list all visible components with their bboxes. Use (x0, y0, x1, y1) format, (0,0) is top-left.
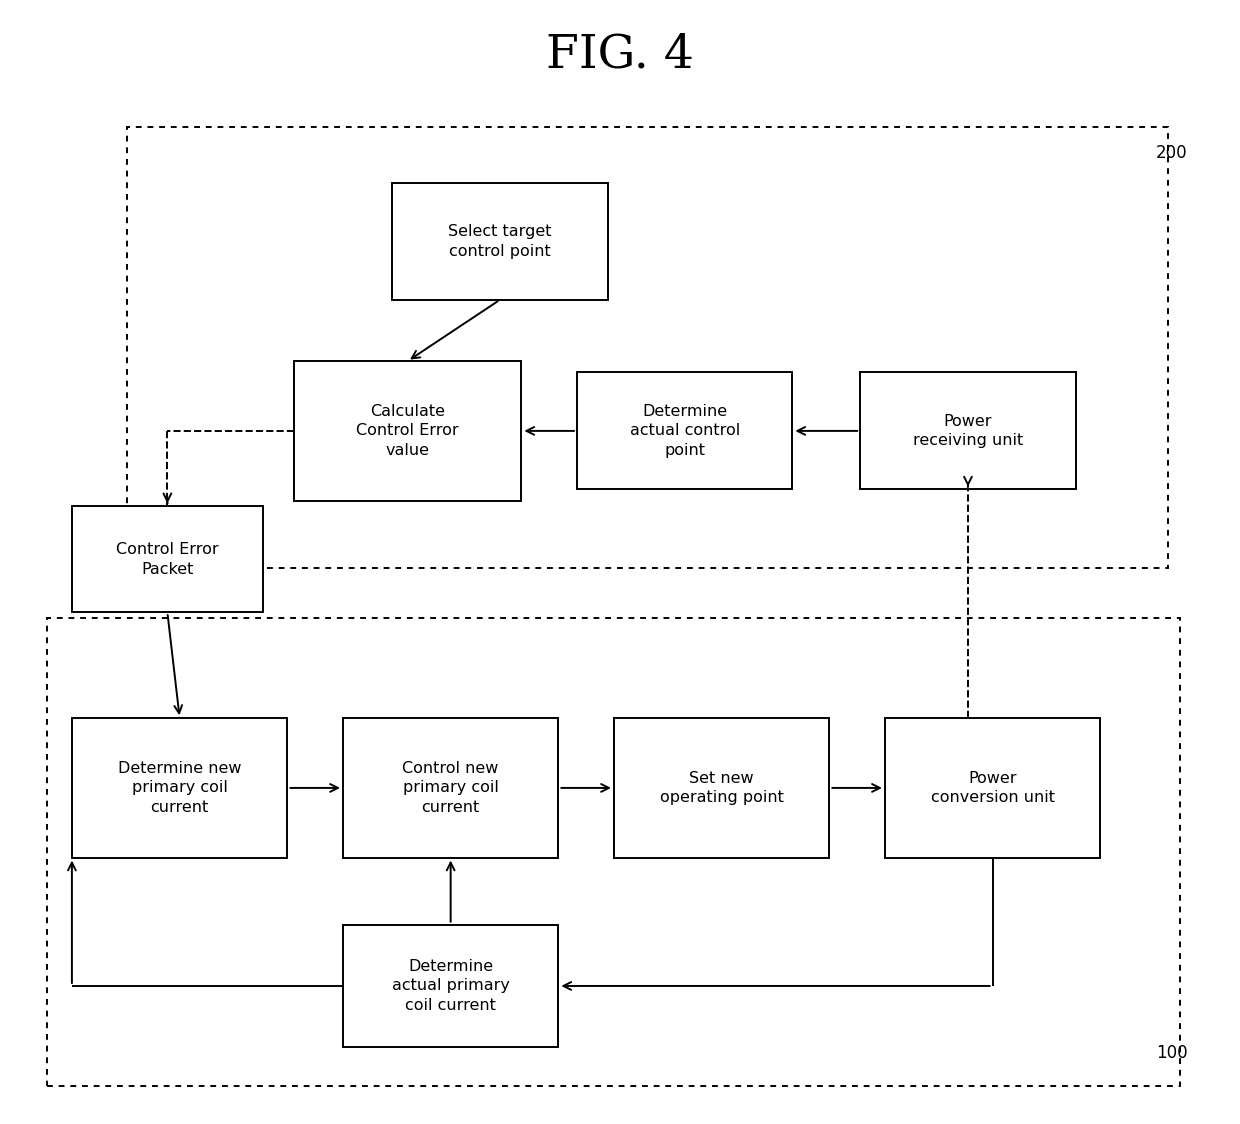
Text: Calculate
Control Error
value: Calculate Control Error value (356, 404, 459, 459)
Bar (885, 718, 1100, 858)
Bar (343, 718, 558, 858)
Bar (72, 718, 288, 858)
Text: Determine new
primary coil
current: Determine new primary coil current (118, 761, 242, 815)
Text: Power
conversion unit: Power conversion unit (930, 771, 1054, 805)
Text: Determine
actual control
point: Determine actual control point (630, 404, 740, 459)
Bar (861, 372, 1076, 489)
Text: Power
receiving unit: Power receiving unit (913, 414, 1023, 448)
Text: Select target
control point: Select target control point (448, 224, 552, 259)
Text: Control new
primary coil
current: Control new primary coil current (403, 761, 498, 815)
Bar (47, 618, 1180, 1087)
Bar (614, 718, 830, 858)
Text: FIG. 4: FIG. 4 (546, 31, 694, 78)
Bar (392, 183, 608, 300)
Bar (343, 925, 558, 1048)
Text: 100: 100 (1156, 1044, 1188, 1062)
Text: Control Error
Packet: Control Error Packet (117, 542, 218, 577)
Text: 200: 200 (1156, 144, 1188, 162)
Text: Set new
operating point: Set new operating point (660, 771, 784, 805)
Text: Determine
actual primary
coil current: Determine actual primary coil current (392, 959, 510, 1013)
Bar (294, 361, 522, 500)
Bar (72, 506, 263, 613)
Bar (577, 372, 792, 489)
Bar (128, 127, 1168, 568)
